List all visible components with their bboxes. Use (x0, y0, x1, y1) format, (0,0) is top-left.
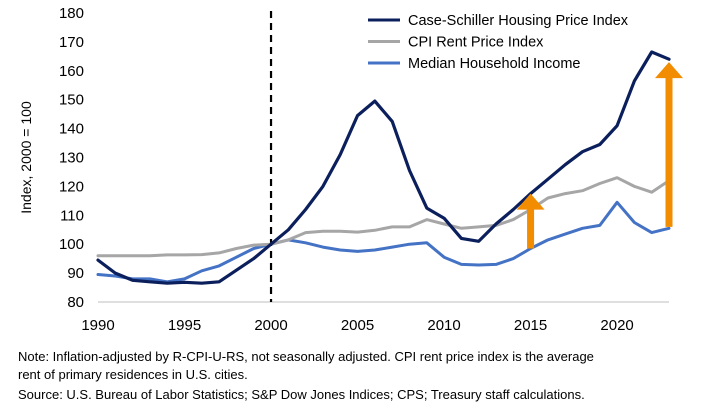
series-line-cpi-rent-price-index (96, 176, 671, 258)
y-tick-label: 100 (59, 236, 84, 253)
tick-labels: 80 90 100 110 120 130 140 150 160 170 180 1990 1995 2… (59, 5, 634, 334)
y-tick-label: 140 (59, 121, 84, 138)
y-tick-label: 150 (59, 92, 84, 109)
legend-label: Median Household Income (408, 56, 581, 72)
y-axis-label: Index, 2000 = 100 (18, 101, 34, 214)
note-line-1: Note: Inflation-adjusted by R-CPI-U-RS, … (18, 349, 594, 364)
annotation-arrows (516, 62, 683, 249)
y-tick-label: 170 (59, 34, 84, 51)
chart-legend: Case-Schiller Housing Price Index CPI Ren… (368, 13, 629, 72)
y-tick-label: 110 (60, 207, 84, 224)
x-tick-label: 1995 (168, 317, 201, 334)
y-tick-label: 160 (59, 63, 84, 80)
y-tick-label: 90 (67, 265, 84, 282)
x-tick-label: 1990 (81, 317, 114, 334)
annotation-arrow-1 (516, 193, 545, 249)
legend-label: Case-Schiller Housing Price Index (408, 13, 629, 29)
y-axis-title: Index, 2000 = 100 (18, 101, 34, 214)
line-chart: Index, 2000 = 100 Case-Schiller Housing … (18, 5, 683, 334)
x-tick-label: 2015 (514, 317, 547, 334)
x-tick-label: 2020 (600, 317, 633, 334)
legend-label: CPI Rent Price Index (408, 35, 544, 51)
source-line: Source: U.S. Bureau of Labor Statistics;… (18, 387, 585, 402)
annotation-arrow-2 (655, 62, 683, 227)
note-line-2: rent of primary residences in U.S. citie… (18, 367, 248, 382)
y-tick-label: 80 (67, 294, 84, 311)
x-tick-label: 2010 (427, 317, 460, 334)
y-tick-label: 180 (59, 5, 84, 22)
y-tick-label: 120 (59, 178, 84, 195)
series-layer (96, 50, 671, 285)
x-tick-label: 2000 (254, 317, 287, 334)
x-tick-label: 2005 (341, 317, 374, 334)
y-tick-label: 130 (59, 150, 84, 167)
series-line-case-schiller-housing-price-index (96, 50, 671, 285)
series-line-median-household-income (96, 200, 671, 284)
